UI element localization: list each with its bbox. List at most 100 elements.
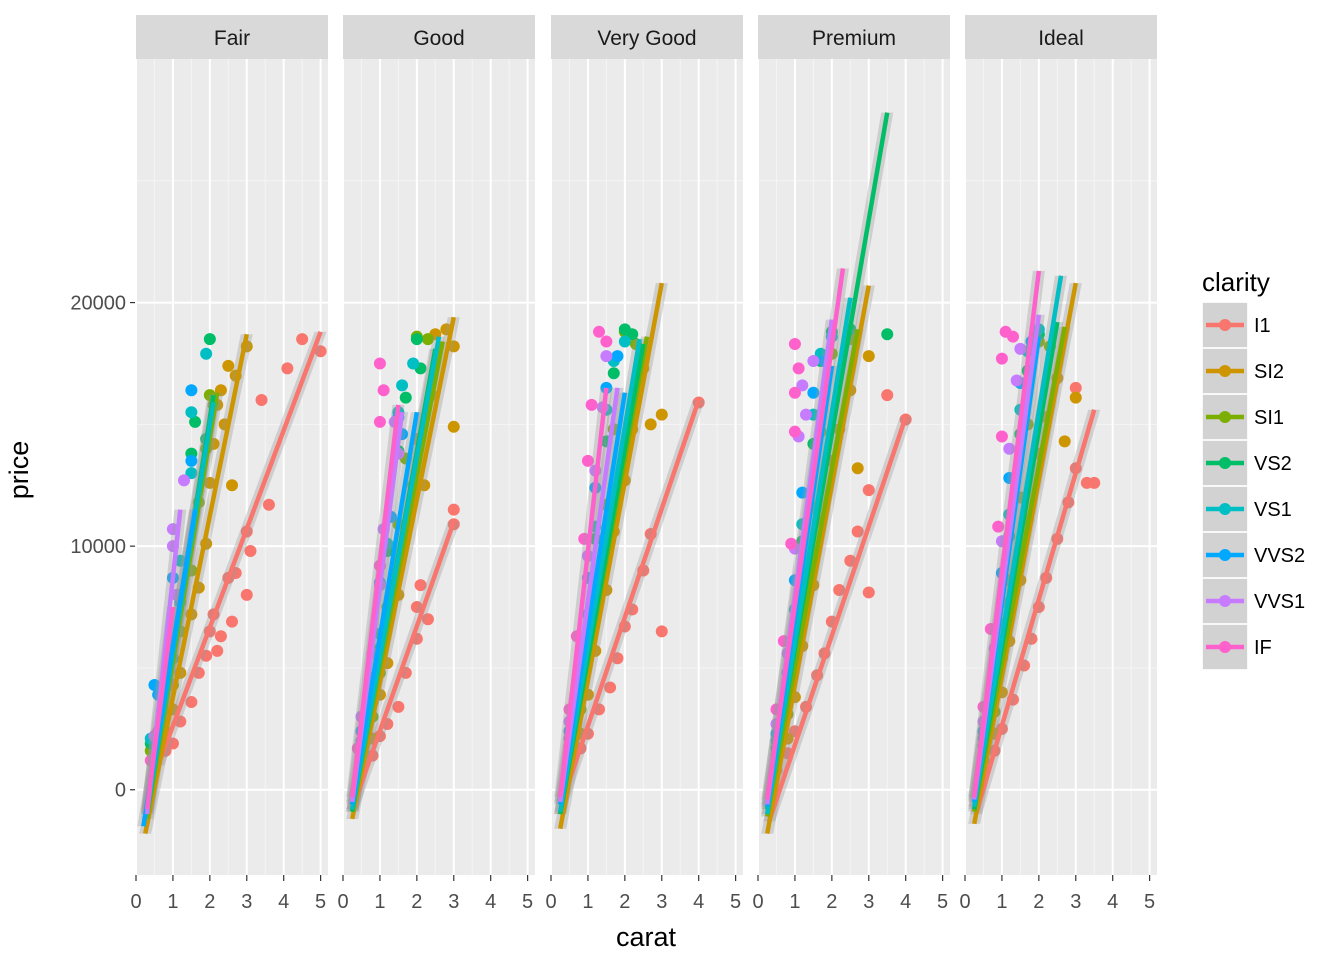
data-point-si2 (203, 476, 216, 489)
facet-strip (343, 15, 535, 59)
data-point-i1 (604, 681, 617, 694)
fit-line-i1 (156, 331, 323, 767)
data-point-i1 (447, 503, 460, 516)
data-point-if (593, 325, 605, 338)
x-tick-label: 1 (582, 891, 593, 913)
facet-panel-premium: Premium 0 1 2 3 4 5 (752, 15, 950, 913)
data-point-vs2 (399, 391, 412, 404)
x-tick-label: 4 (1107, 891, 1118, 913)
y-tick-label: 10000 (70, 536, 126, 558)
fit-line-vs1 (350, 336, 442, 810)
legend-item-label: SI2 (1254, 361, 1284, 383)
fit-line-si2 (558, 282, 664, 830)
facet-panel-fair: Fair 0 1 2 3 4 5 (130, 15, 328, 913)
legend-item-label: VVS1 (1254, 591, 1305, 613)
legend-item-label: I1 (1254, 315, 1271, 337)
x-tick-label: 3 (656, 891, 667, 913)
facet-strip-label: Ideal (1038, 27, 1084, 50)
fit-line-i1 (559, 399, 701, 803)
fit-lines (554, 282, 705, 830)
data-point-i1 (844, 554, 857, 567)
data-point-vs1 (185, 467, 198, 480)
data-point-si2 (447, 340, 460, 353)
data-point-vvs2 (807, 386, 820, 399)
data-point-si1 (421, 333, 434, 346)
data-point-vvs2 (185, 384, 198, 397)
fit-line-i1 (973, 409, 1097, 815)
legend-key-point (1219, 411, 1231, 423)
legend-key-point (1219, 319, 1231, 331)
fit-line-si2 (972, 282, 1078, 825)
fit-line-if (971, 270, 1042, 798)
grid-lines (342, 59, 535, 875)
legend-item-si2: SI2 (1201, 347, 1284, 395)
fit-line-vs1 (765, 297, 853, 815)
x-tick-label: 5 (937, 891, 948, 913)
fit-line-vvs2 (350, 411, 420, 805)
data-point-if (373, 357, 386, 370)
x-tick-label: 5 (315, 891, 326, 913)
legend: clarity I1 SI2 SI1 VS2 VS1 VVS2 VVS1 IF (1201, 267, 1305, 671)
fit-line-if (557, 387, 609, 798)
data-point-if (785, 537, 798, 550)
data-point-i1 (414, 579, 427, 592)
fit-lines (761, 112, 912, 835)
data-point-if (788, 425, 801, 438)
fit-line-i1 (766, 416, 908, 823)
data-point-i1 (255, 394, 268, 407)
data-point-vvs1 (1010, 374, 1023, 387)
data-point-vs1 (407, 357, 420, 370)
legend-item-vvs1: VVS1 (1201, 577, 1305, 625)
data-point-if (792, 362, 805, 375)
x-tick-label: 4 (900, 891, 911, 913)
data-point-i1 (421, 613, 434, 626)
data-point-vs2 (881, 328, 894, 341)
data-point-i1 (862, 586, 875, 599)
x-tick-label: 2 (826, 891, 837, 913)
x-tick-label: 1 (374, 891, 385, 913)
legend-key-point (1219, 549, 1231, 561)
x-tick-label: 3 (1070, 891, 1081, 913)
data-point-if (788, 337, 801, 350)
data-point-i1 (851, 525, 864, 538)
data-point-i1 (244, 545, 257, 558)
x-tick-label: 0 (545, 891, 556, 913)
x-tick-label: 4 (485, 891, 496, 913)
data-point-vs1 (200, 347, 213, 360)
data-point-vvs1 (796, 379, 809, 392)
fit-line-si2 (143, 333, 249, 835)
data-point-vs2 (626, 328, 639, 341)
data-point-vs2 (607, 367, 620, 380)
data-point-i1 (185, 696, 198, 709)
facet-panel-good: Good 0 1 2 3 4 5 (337, 15, 535, 913)
x-tick-label: 5 (1144, 891, 1155, 913)
data-point-vs1 (396, 379, 409, 392)
data-point-if (788, 386, 801, 399)
x-tick-label: 0 (130, 891, 141, 913)
legend-item-i1: I1 (1201, 301, 1271, 349)
data-point-vs2 (189, 415, 202, 428)
data-point-vvs1 (1014, 342, 1027, 355)
fit-line-i1 (350, 521, 456, 810)
facet-strip (551, 15, 743, 59)
legend-item-label: IF (1254, 637, 1272, 659)
x-tick-label: 3 (863, 891, 874, 913)
data-point-i1 (166, 737, 179, 750)
facet-strip-label: Good (413, 27, 464, 50)
data-point-i1 (296, 333, 309, 346)
legend-item-vs2: VS2 (1201, 439, 1292, 487)
x-tick-label: 2 (619, 891, 630, 913)
fit-line-if (144, 606, 176, 810)
data-point-si2 (222, 359, 235, 372)
legend-item-if: IF (1201, 623, 1272, 671)
facet-strip-label: Fair (214, 27, 250, 50)
x-tick-label: 3 (448, 891, 459, 913)
legend-key-point (1219, 365, 1231, 377)
fit-line-if (765, 268, 846, 800)
data-point-i1 (281, 362, 294, 375)
data-point-if (585, 398, 598, 411)
y-tick-label: 20000 (70, 293, 126, 315)
data-point-vs2 (203, 333, 216, 346)
x-tick-label: 0 (337, 891, 348, 913)
fit-line-vvs1 (558, 387, 620, 803)
